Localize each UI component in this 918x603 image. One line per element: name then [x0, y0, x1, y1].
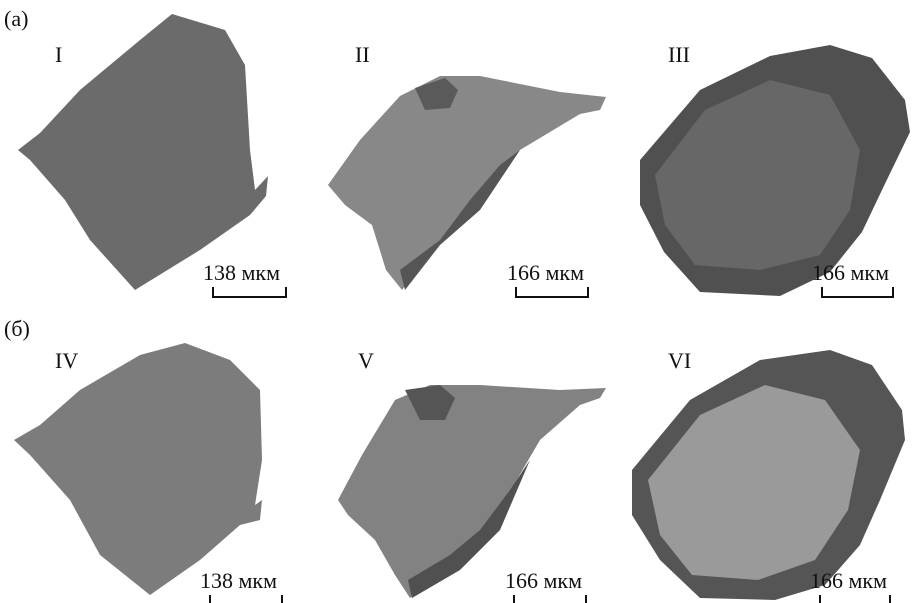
panel-label: (б)	[4, 316, 30, 341]
panel-label: (а)	[4, 6, 28, 31]
grain-label: VI	[668, 348, 691, 373]
panel-b: (б) IV V VI 138 мкм 166 мкм 166 мкм	[4, 316, 905, 603]
scale-label: 166 мкм	[810, 568, 887, 593]
scale-label: 166 мкм	[812, 260, 889, 285]
grain-image	[338, 385, 606, 598]
grain-label: II	[355, 42, 370, 67]
scale-label: 166 мкм	[507, 260, 584, 285]
scale-bar	[820, 595, 890, 603]
scale-bar	[516, 287, 588, 297]
scale-bar	[514, 595, 586, 603]
panel-a: (а) I II III 138 мкм 166 мкм 166 мкм	[4, 6, 910, 297]
grain-label: V	[358, 348, 374, 373]
scale-label: 166 мкм	[505, 568, 582, 593]
scale-bar	[213, 287, 286, 297]
grain-label: I	[55, 42, 62, 67]
scale-label: 138 мкм	[200, 568, 277, 593]
scale-bar	[822, 287, 893, 297]
figure: (а) I II III 138 мкм 166 мкм 166 мкм (б)…	[0, 0, 918, 603]
grain-image	[328, 76, 606, 290]
scale-bar	[210, 595, 282, 603]
grain-label: III	[668, 42, 690, 67]
scale-label: 138 мкм	[203, 260, 280, 285]
grain-image	[14, 343, 262, 595]
grain-label: IV	[55, 348, 78, 373]
